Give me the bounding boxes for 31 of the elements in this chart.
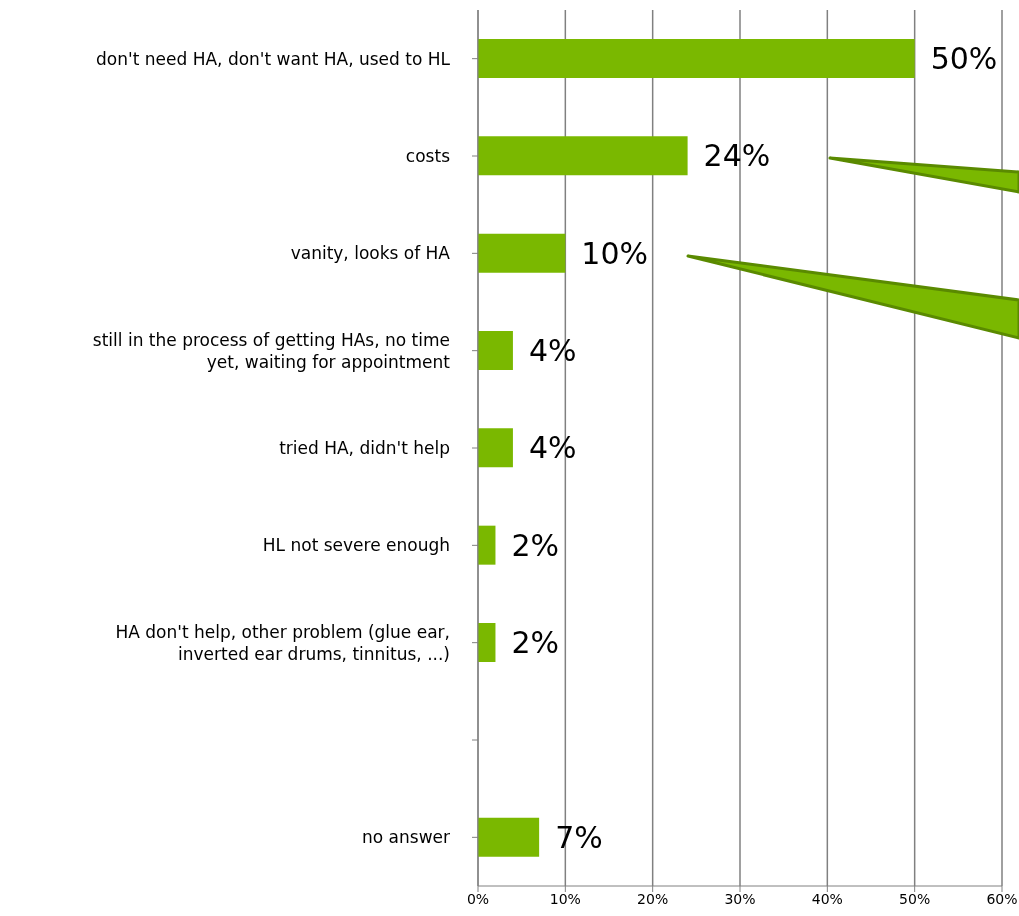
y-tick-label: don't need HA, don't want HA, used to HL [96,48,451,69]
bar [478,623,496,662]
x-tick-label: 10% [549,890,581,907]
y-tick-label: no answer [362,827,451,848]
x-tick-label: 20% [637,890,669,907]
bar [478,428,513,468]
data-label: 2% [511,625,560,660]
y-tick-label: vanity, looks of HA [290,243,451,264]
bar [478,136,688,176]
y-tick-label: tried HA, didn't help [279,438,450,458]
x-tick-label: 0% [466,890,490,907]
data-label: 7% [555,819,603,855]
data-label: 10% [581,235,649,271]
x-tick-label: 40% [811,890,843,907]
bar [478,817,540,857]
y-tick-label: still in the process of getting HAs, no time yet, waiting for appointment [92,329,451,372]
data-label: 4% [528,333,577,368]
x-tick-label: 60% [986,890,1018,907]
x-tick-label: 50% [899,890,931,907]
bar [478,233,566,273]
data-label: 2% [511,527,560,563]
bar [478,39,915,78]
y-tick-label: HA don't help, other problem (glue ear, inverted ear drums, tinnitus, ...) [115,621,450,664]
y-tick-label: costs [405,146,451,166]
bar [478,331,513,370]
y-tick-label: HL not severe enough [262,535,450,556]
data-label: 50% [930,41,998,76]
data-label: 4% [528,430,577,466]
bar [478,525,496,565]
x-tick-label: 30% [724,890,756,907]
data-label: 24% [703,138,771,174]
